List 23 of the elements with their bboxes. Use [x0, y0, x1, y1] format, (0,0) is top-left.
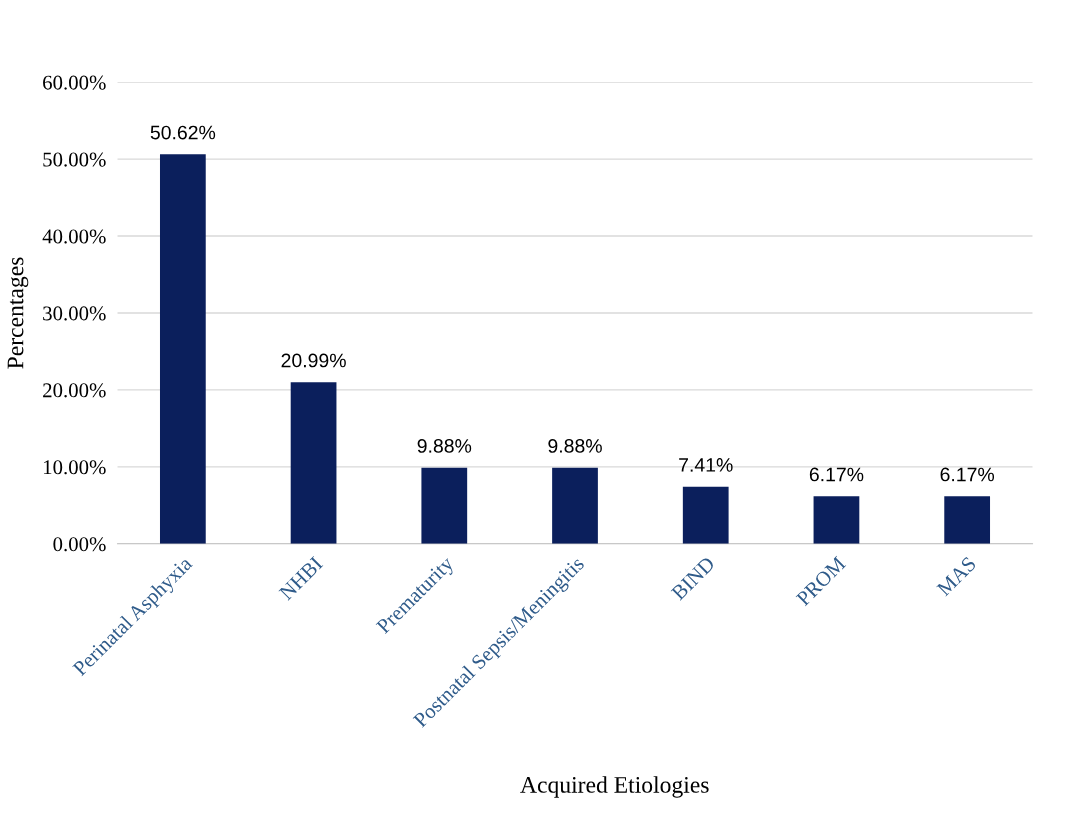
data-label: 50.62%: [150, 125, 216, 140]
data-label: 7.41%: [679, 458, 733, 472]
y-tick-label: 0.00%: [53, 537, 106, 552]
bar: [290, 382, 337, 544]
data-label: 6.17%: [809, 467, 864, 482]
data-label: 9.88%: [548, 439, 602, 453]
data-label: 9.88%: [417, 439, 472, 453]
y-tick-label: 10.00%: [44, 460, 106, 475]
y-tick-label: 50.00%: [43, 152, 106, 167]
y-axis-title: Percentages: [7, 257, 29, 369]
y-tick-label: 20.00%: [43, 383, 106, 398]
y-tick-label: 30.00%: [43, 306, 106, 321]
data-label: 6.17%: [940, 467, 995, 482]
bar: [944, 496, 991, 544]
bar: [421, 467, 468, 544]
x-axis-title: Acquired Etiologies: [520, 776, 709, 798]
y-tick-label: 60.00%: [43, 75, 106, 90]
y-tick-label: 40.00%: [42, 229, 106, 244]
bar: [552, 467, 598, 544]
data-label: 20.99%: [281, 353, 346, 368]
bar: [682, 486, 729, 544]
bar: [159, 154, 206, 544]
bar: [813, 496, 860, 544]
